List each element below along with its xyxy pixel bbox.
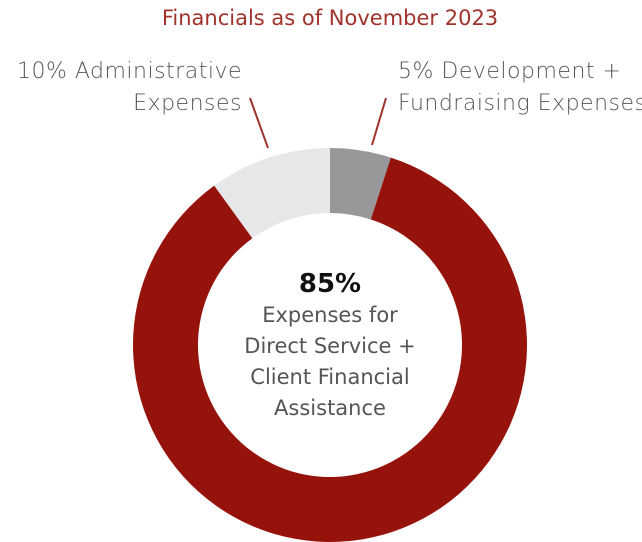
slice [214,148,330,239]
category-label: Development + Fundraising Expenses [398,59,642,116]
category-label: Expenses for Direct Service + Client Fin… [244,303,416,420]
leader-line [371,97,387,146]
chart-title: Financials as of November 2023 [161,6,499,30]
center-label: 85% Expenses for Direct Service + Client … [230,268,430,424]
category-label: Administrative Expenses [74,59,242,116]
value-label: 5% [398,59,434,84]
value-label: 85% [298,269,362,299]
slice-label: 5% Development + Fundraising Expenses [398,56,642,120]
slice [330,148,391,220]
value-label: 10% [16,59,68,84]
leader-line [249,97,269,149]
slice-label: 10% Administrative Expenses [2,56,242,120]
slice [133,157,527,542]
